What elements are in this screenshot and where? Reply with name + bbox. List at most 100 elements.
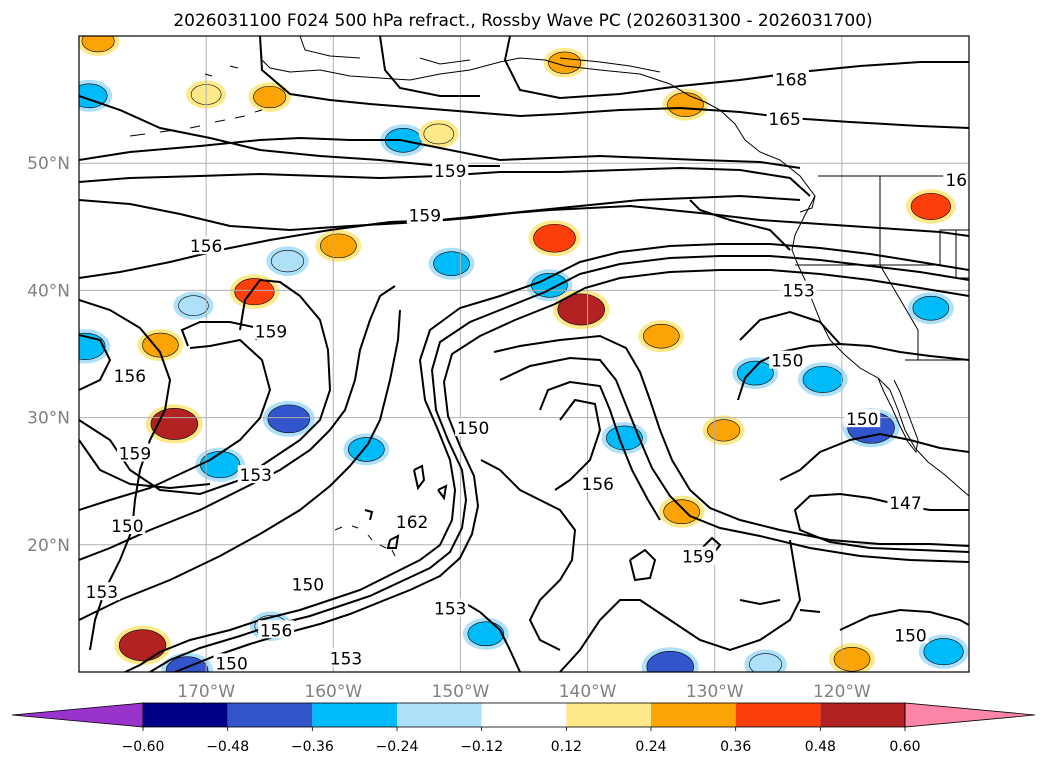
contour-label: 159 (409, 207, 441, 227)
colorbar-extend-low (11, 702, 144, 728)
x-tick-label: 130°W (686, 682, 744, 702)
contour-label: 156 (114, 367, 146, 387)
contour-label-bg (773, 69, 809, 88)
anomaly-patch (557, 293, 605, 326)
anomaly-patch (320, 233, 357, 259)
contour-label-bg (406, 205, 443, 224)
contour-line (459, 599, 521, 672)
contour-line (739, 310, 841, 345)
colorbar-frame (142, 702, 906, 728)
contour-label-bg (844, 409, 881, 428)
contour-label-bg (109, 515, 146, 534)
anomaly-patch (79, 83, 108, 109)
contour-line (79, 95, 500, 167)
y-tick-label: 20°N (27, 536, 70, 556)
anomaly-patch (142, 332, 179, 358)
contour-line (79, 194, 801, 232)
contour-line (149, 255, 969, 672)
colorbar-segment (566, 703, 651, 727)
map-layer: 168 165 16 159 159 156 153 159 156 150 150 150 159 15… (79, 36, 969, 672)
contour-line (379, 36, 480, 97)
anomaly-patch (267, 404, 311, 434)
colorbar: −0.60 −0.48 −0.36 −0.24 −0.12 0.12 0.24 0.36 0.4… (11, 702, 1036, 755)
x-tick-label: 160°W (304, 682, 362, 702)
colorbar-segment (143, 703, 228, 727)
anomaly-patch (707, 419, 741, 442)
contour-label: 150 (846, 410, 878, 430)
contour-line (503, 36, 969, 100)
contour-line (480, 459, 577, 651)
contour-line (79, 334, 112, 391)
contour-line (689, 199, 791, 251)
contour-label-bg (432, 598, 469, 617)
contour-label-bg (680, 546, 717, 565)
colorbar-tick-label: 0.60 (889, 739, 920, 755)
contour-label: 156 (260, 621, 292, 641)
contour-line (79, 136, 801, 169)
contour-label-bg (455, 418, 492, 437)
contour-label: 153 (782, 282, 814, 302)
colorbar-tick-label: −0.24 (376, 739, 419, 755)
contour-label: 150 (457, 419, 489, 439)
anomaly-patch (533, 223, 576, 253)
anomaly-patch (910, 192, 951, 220)
contour-label: 150 (894, 626, 926, 646)
contour-label-bg (116, 443, 153, 462)
contour-label-bg (892, 625, 929, 644)
contour-line (124, 243, 969, 672)
contour-line (174, 269, 969, 672)
x-tick-label: 170°W (177, 682, 235, 702)
anomaly-patch (234, 278, 275, 306)
contour-line (539, 380, 661, 521)
x-axis-ticks: 170°W 160°W 150°W 140°W 130°W 120°W (177, 682, 871, 702)
contour-line (79, 439, 211, 490)
contour-label: 150 (111, 517, 143, 537)
aleutian-islands (129, 65, 263, 137)
contour-label: 156 (582, 475, 614, 495)
alaska-coastline (259, 36, 816, 213)
contour-label: 150 (292, 576, 324, 596)
contour-label: 159 (682, 548, 714, 568)
north-america-west-coast (791, 195, 969, 497)
contour-label: 16 (945, 171, 967, 191)
anomaly-patch (271, 250, 305, 273)
contour-label: 159 (255, 322, 287, 342)
contour-label-bg (943, 170, 969, 189)
contour-label-bg (258, 620, 295, 639)
contour-label-bg (111, 365, 148, 384)
map-background (79, 36, 969, 672)
anomaly-patch (646, 651, 694, 672)
contour-line (499, 356, 969, 563)
colorbar-tick-label: −0.12 (460, 739, 503, 755)
contour-label: 153 (434, 600, 466, 620)
anomaly-patch (253, 85, 287, 109)
x-tick-label: 120°W (813, 682, 871, 702)
contour-label: 159 (119, 444, 151, 464)
contour-line (259, 36, 969, 129)
contour-label: 153 (330, 649, 362, 669)
contour-label: 153 (86, 583, 118, 603)
colorbar-tick-label: 0.24 (635, 739, 666, 755)
contour-label-bg (432, 161, 469, 180)
contour-line (79, 338, 272, 511)
colorbar-segment (227, 703, 313, 727)
anomaly-patch (348, 437, 385, 462)
contour-labels: 168 165 16 159 159 156 153 159 156 150 150 150 159 15… (83, 69, 969, 672)
contour-label-bg (766, 108, 803, 127)
colorbar-segment (651, 703, 736, 727)
contour-line (739, 599, 821, 613)
colorbar-tick-label: −0.36 (291, 739, 334, 755)
gridlines (79, 36, 969, 672)
contour-line (737, 342, 969, 401)
anomaly-patch (643, 323, 680, 349)
anomaly-patch (423, 123, 455, 145)
contour-label-bg (769, 350, 806, 369)
map-frame (78, 35, 970, 673)
colorbar-segment (397, 703, 482, 727)
contour-line (364, 464, 448, 549)
contour-label-bg (328, 648, 364, 667)
colorbar-tick-label: −0.60 (122, 739, 165, 755)
colorbar-segment (735, 703, 821, 727)
y-tick-label: 40°N (27, 281, 70, 301)
